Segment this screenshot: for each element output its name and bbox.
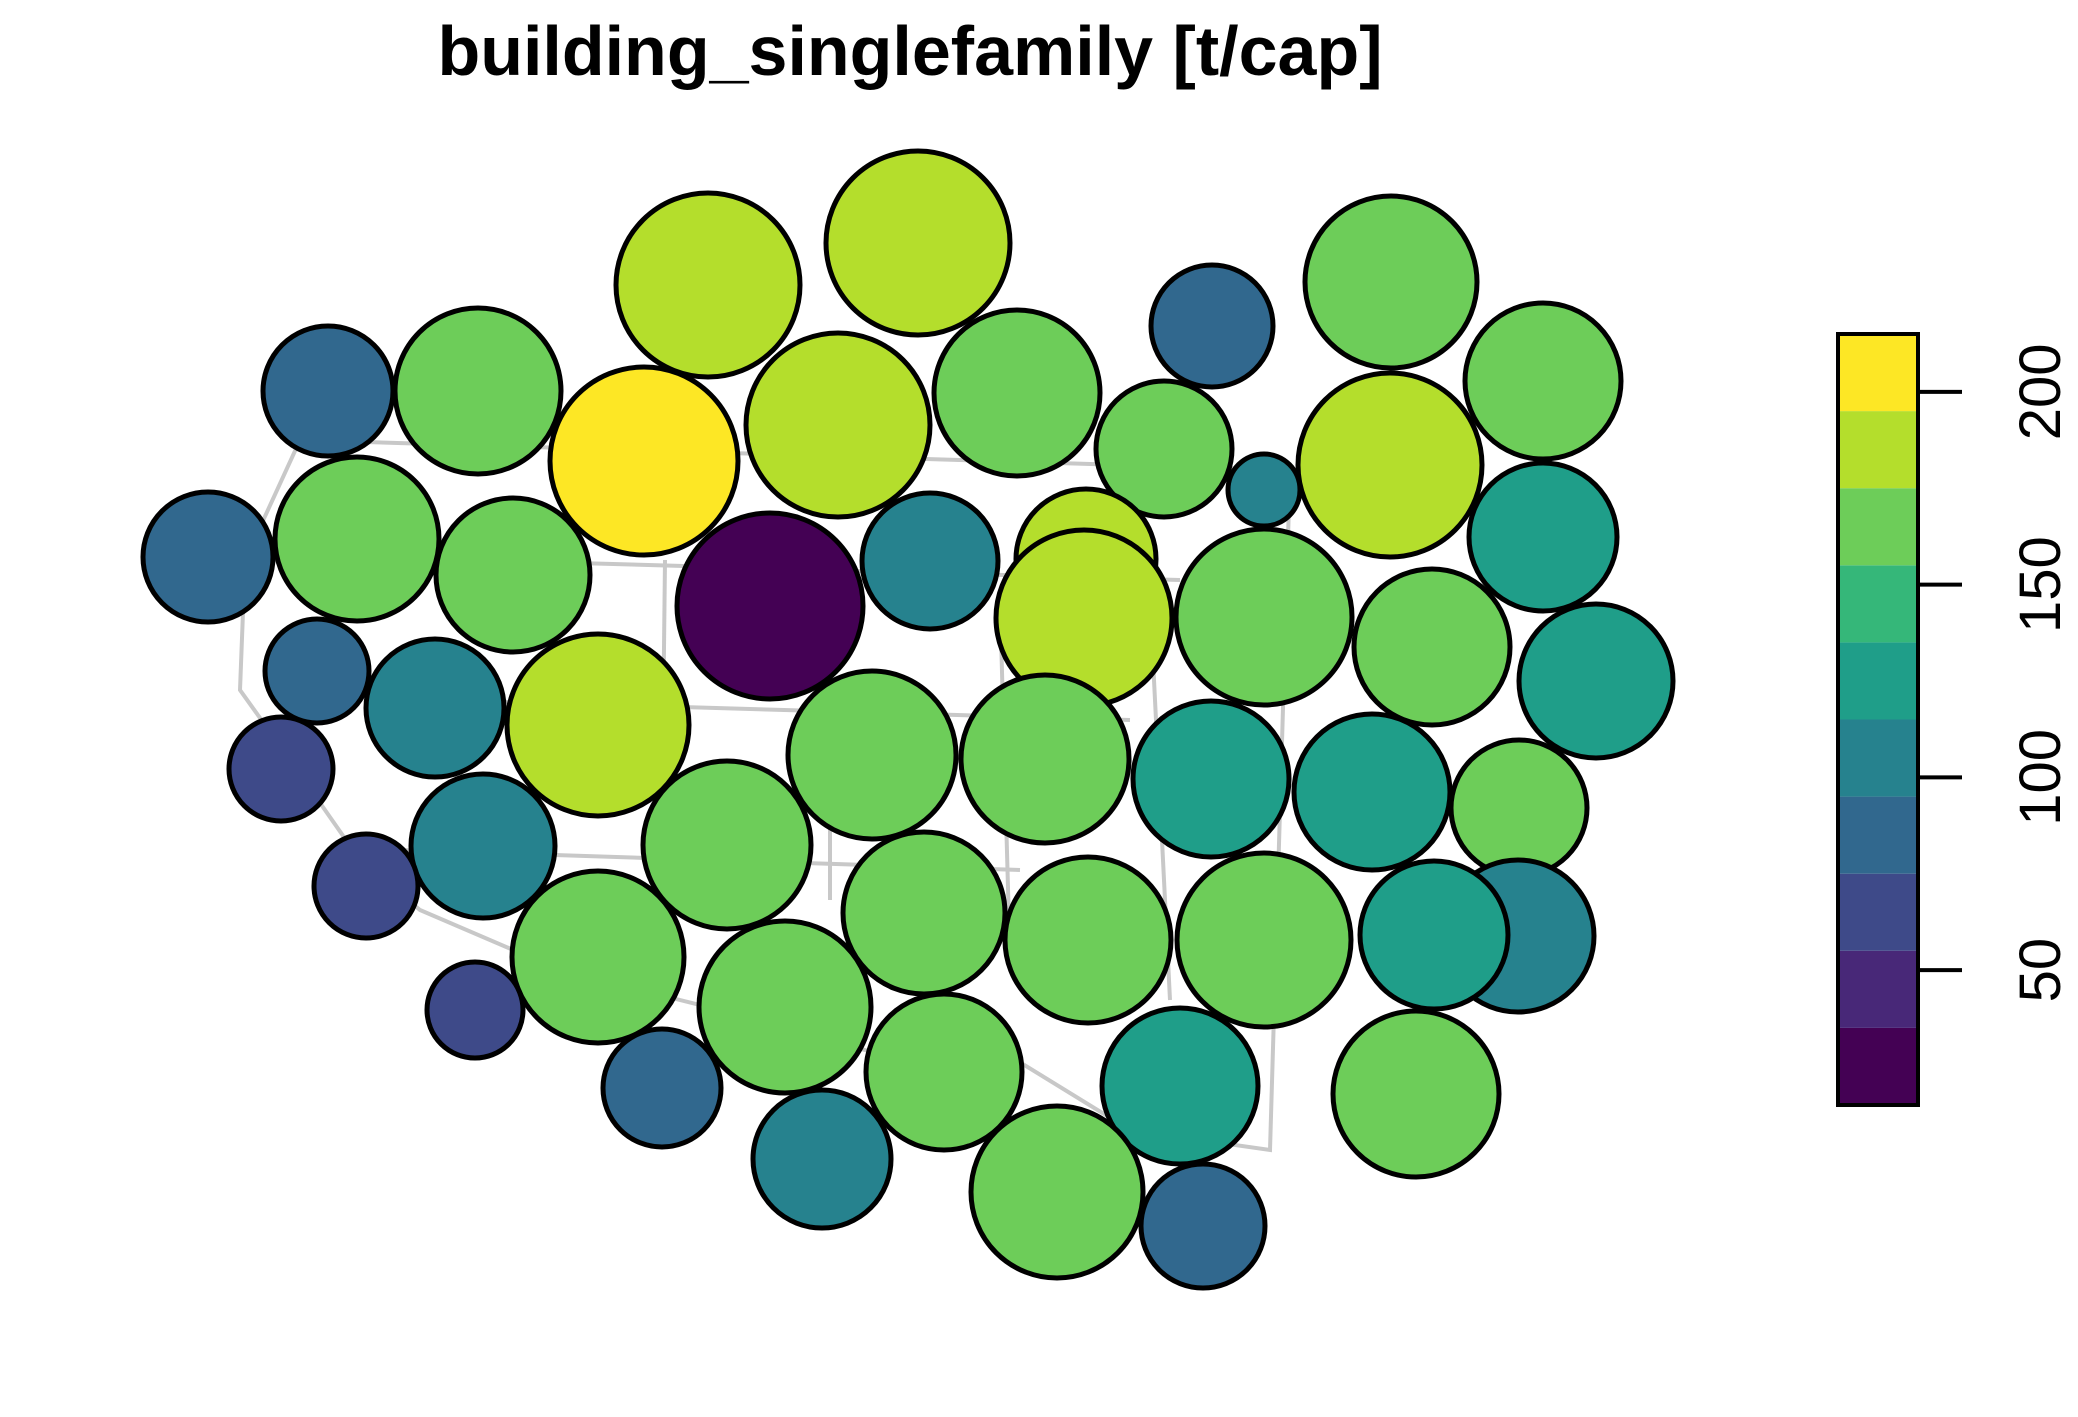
region-circle bbox=[547, 364, 741, 558]
region-circle bbox=[1295, 370, 1485, 560]
legend-color-swatch bbox=[1838, 565, 1918, 643]
legend-color-swatch bbox=[1838, 796, 1918, 874]
region-circle bbox=[509, 868, 687, 1046]
region-circle bbox=[262, 616, 372, 726]
region-circle bbox=[1174, 850, 1354, 1030]
legend-color-swatch bbox=[1838, 334, 1918, 412]
region-circle bbox=[1330, 1008, 1502, 1180]
region-circle bbox=[1448, 737, 1590, 879]
region-circle bbox=[931, 307, 1103, 479]
legend-color-swatch bbox=[1838, 642, 1918, 720]
legend-color-swatch bbox=[1838, 488, 1918, 566]
region-circle bbox=[785, 668, 959, 842]
region-circle bbox=[1357, 858, 1511, 1012]
region-circle bbox=[1462, 300, 1624, 462]
region-circle bbox=[750, 1087, 894, 1231]
legend-tick-label: 100 bbox=[2008, 729, 2073, 826]
region-circle bbox=[1516, 601, 1676, 761]
region-circle bbox=[958, 672, 1132, 846]
region-circle bbox=[140, 489, 276, 625]
region-circle bbox=[363, 636, 507, 780]
region-circle bbox=[1138, 1161, 1268, 1291]
region-circle bbox=[600, 1026, 724, 1150]
region-circle bbox=[613, 190, 803, 380]
region-circle bbox=[1130, 698, 1292, 860]
region-circle bbox=[226, 714, 336, 824]
region-circle bbox=[1002, 854, 1174, 1026]
region-circle bbox=[1291, 711, 1453, 873]
legend-color-swatch bbox=[1838, 411, 1918, 489]
region-circle bbox=[640, 758, 814, 932]
region-circles bbox=[140, 148, 1676, 1291]
region-circle bbox=[408, 771, 558, 921]
region-circle bbox=[840, 829, 1008, 997]
legend-color-swatch bbox=[1838, 873, 1918, 951]
region-circle bbox=[674, 510, 866, 702]
region-circle bbox=[863, 991, 1025, 1153]
region-circle bbox=[260, 323, 396, 459]
region-circle bbox=[1148, 262, 1276, 390]
legend-frame bbox=[1836, 332, 1920, 1107]
region-circle bbox=[392, 305, 564, 477]
region-circle bbox=[968, 1103, 1146, 1281]
color-legend: 50 100 150 200 bbox=[1836, 332, 2073, 1107]
legend-color-swatch bbox=[1838, 719, 1918, 797]
legend-color-swatch bbox=[1838, 950, 1918, 1028]
chart-title: building_singlefamily [t/cap] bbox=[437, 12, 1382, 90]
legend-tick-label: 50 bbox=[2008, 938, 2073, 1003]
region-circle bbox=[1093, 378, 1235, 520]
region-circle bbox=[1351, 566, 1513, 728]
region-circle bbox=[1173, 526, 1355, 708]
region-circle bbox=[1099, 1005, 1261, 1167]
legend-tick-label: 150 bbox=[2008, 536, 2073, 633]
region-circle bbox=[743, 330, 933, 520]
region-circle bbox=[823, 148, 1013, 338]
region-circle bbox=[504, 631, 692, 819]
region-circle bbox=[311, 831, 421, 941]
legend-color-swatch bbox=[1838, 1027, 1918, 1105]
region-circle bbox=[1302, 193, 1480, 371]
legend-tick-label: 200 bbox=[2008, 343, 2073, 440]
region-circle bbox=[1466, 460, 1620, 614]
region-circle bbox=[696, 918, 874, 1096]
region-circle bbox=[272, 454, 442, 624]
region-circle bbox=[424, 959, 526, 1061]
region-circle bbox=[859, 490, 1001, 632]
region-circle bbox=[1225, 451, 1303, 529]
region-circle bbox=[433, 495, 593, 655]
